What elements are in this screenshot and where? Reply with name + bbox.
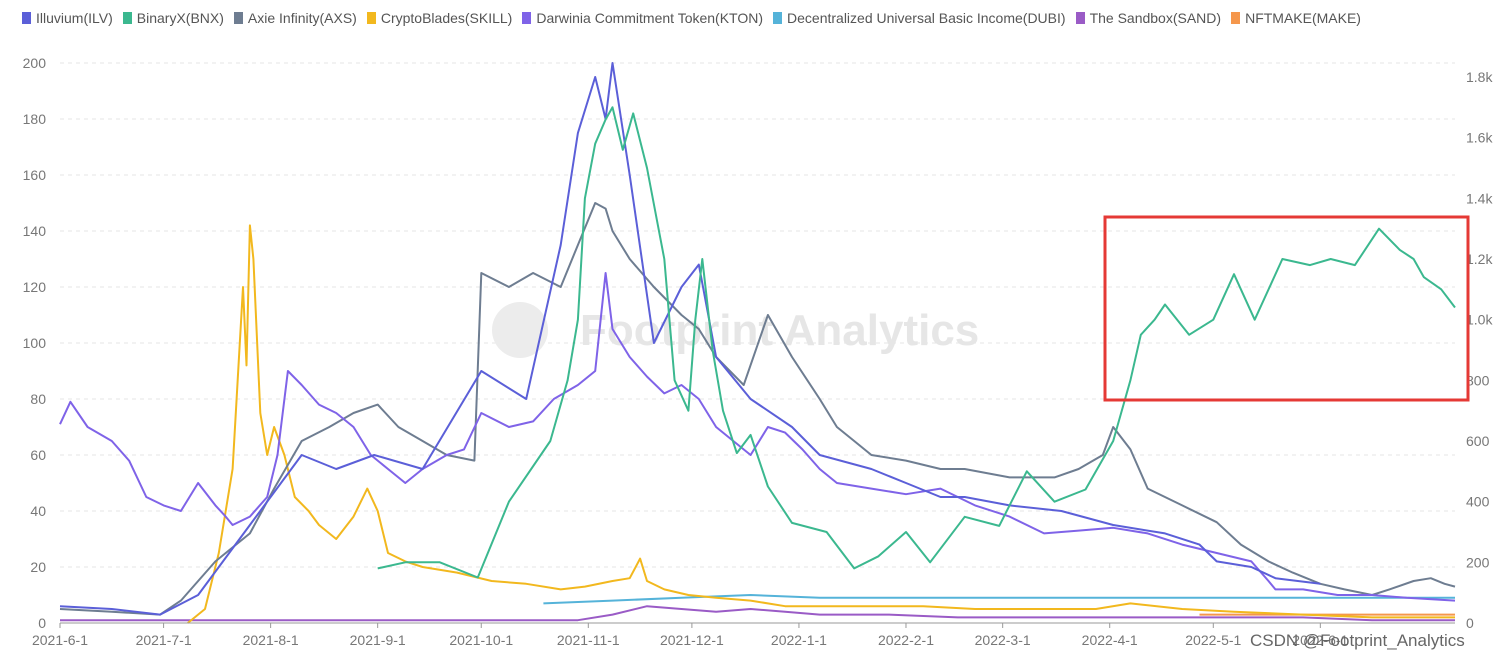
legend-item[interactable]: Decentralized Universal Basic Income(DUB… (773, 10, 1066, 26)
series-line-illuvium-ilv (59, 62, 1321, 616)
x-axis-tick-label: 2022-6-1 (1292, 632, 1348, 648)
legend-label: The Sandbox(SAND) (1089, 10, 1222, 26)
highlight-box (1103, 215, 1470, 402)
watermark: Footprint Analytics (492, 302, 979, 358)
legend-item[interactable]: Axie Infinity(AXS) (233, 10, 357, 26)
right-axis-tick-label: 1.6k (1466, 130, 1493, 146)
left-axis-tick-label: 60 (30, 447, 46, 463)
right-axis-tick-label: 1.2k (1466, 251, 1493, 267)
left-axis-ticks: 0 20 40 60 80 100 120 140 160 180 200 (23, 55, 47, 631)
legend-label: Decentralized Universal Basic Income(DUB… (787, 10, 1066, 26)
legend-swatch (233, 12, 243, 24)
credit-text: CSDN @Footprint_Analytics (1250, 631, 1465, 650)
x-axis-tick-label: 2021-10-1 (449, 632, 513, 648)
x-axis-tick-label: 2022-5-1 (1185, 632, 1241, 648)
series-line-axie-infinity-axs (59, 202, 1456, 616)
legend-swatch (1075, 12, 1085, 24)
right-axis-tick-label: 600 (1466, 433, 1490, 449)
left-axis-tick-label: 80 (30, 391, 46, 407)
x-axis-tick-label: 2022-1-1 (771, 632, 827, 648)
x-axis-tick-label: 2022-2-1 (878, 632, 934, 648)
series-line-decentralized-universal-basic-income-dubi (543, 594, 1455, 605)
legend-swatch (773, 12, 783, 24)
legend-label: Darwinia Commitment Token(KTON) (536, 10, 764, 26)
series-lines (59, 62, 1456, 624)
x-axis-tick-label: 2021-12-1 (660, 632, 724, 648)
left-axis-tick-label: 160 (23, 167, 47, 183)
left-axis-tick-label: 100 (23, 335, 47, 351)
legend-item[interactable]: Darwinia Commitment Token(KTON) (522, 10, 763, 26)
legend-label: CryptoBlades(SKILL) (380, 10, 513, 26)
x-axis-tick-label: 2021-8-1 (243, 632, 299, 648)
legend-swatch (522, 12, 532, 24)
right-axis-tick-label: 0 (1466, 615, 1474, 631)
legend-label: Illuvium(ILV) (36, 10, 113, 26)
legend-item[interactable]: BinaryX(BNX) (122, 10, 224, 26)
x-axis-tick-label: 2021-6-1 (32, 632, 88, 648)
right-axis-tick-label: 1.8k (1466, 69, 1493, 85)
right-axis-tick-label: 1.4k (1466, 190, 1493, 206)
series-line-the-sandbox-sand (60, 605, 1455, 622)
legend-item[interactable]: Illuvium(ILV) (22, 10, 113, 26)
series-line-darwinia-commitment-token-kton (59, 272, 1456, 602)
legend-item[interactable]: NFTMAKE(MAKE) (1231, 10, 1361, 26)
right-axis-tick-label: 200 (1466, 554, 1490, 570)
left-axis-tick-label: 200 (23, 55, 47, 71)
right-axis-tick-label: 800 (1466, 372, 1490, 388)
right-axis-tick-label: 1.0k (1466, 312, 1493, 328)
x-axis-tick-label: 2021-7-1 (136, 632, 192, 648)
legend: Illuvium(ILV) BinaryX(BNX) Axie Infinity(A… (22, 10, 1371, 26)
left-axis-tick-label: 40 (30, 503, 46, 519)
left-axis-tick-label: 0 (38, 615, 46, 631)
right-axis-tick-label: 400 (1466, 494, 1490, 510)
legend-label: NFTMAKE(MAKE) (1245, 10, 1361, 26)
legend-label: Axie Infinity(AXS) (247, 10, 357, 26)
legend-swatch (22, 12, 31, 24)
left-axis-tick-label: 140 (23, 223, 47, 239)
left-axis-tick-label: 120 (23, 279, 47, 295)
x-axis-tick-label: 2021-11-1 (557, 632, 620, 648)
left-axis-tick-label: 20 (30, 559, 46, 575)
legend-swatch (1231, 12, 1241, 24)
x-axis-tick-label: 2022-4-1 (1082, 632, 1138, 648)
x-axis-tick-label: 2022-3-1 (975, 632, 1031, 648)
x-axis-ticks: 2021-6-1 2021-7-1 2021-8-1 2021-9-1 2021-10-… (32, 622, 1455, 648)
series-line-cryptoblades-skill (187, 224, 1455, 624)
legend-swatch (366, 12, 376, 24)
legend-swatch (122, 12, 132, 24)
x-axis-tick-label: 2021-9-1 (350, 632, 406, 648)
legend-label: BinaryX(BNX) (136, 10, 224, 26)
right-axis-ticks: 0 200 400 600 800 1.0k 1.2k 1.4k 1.6k 1.8k (1466, 69, 1493, 631)
watermark-text: Footprint Analytics (580, 306, 979, 355)
legend-item[interactable]: The Sandbox(SAND) (1075, 10, 1222, 26)
legend-item[interactable]: CryptoBlades(SKILL) (366, 10, 513, 26)
left-axis-tick-label: 180 (23, 111, 47, 127)
series-line-binaryx-bnx (377, 106, 1456, 579)
